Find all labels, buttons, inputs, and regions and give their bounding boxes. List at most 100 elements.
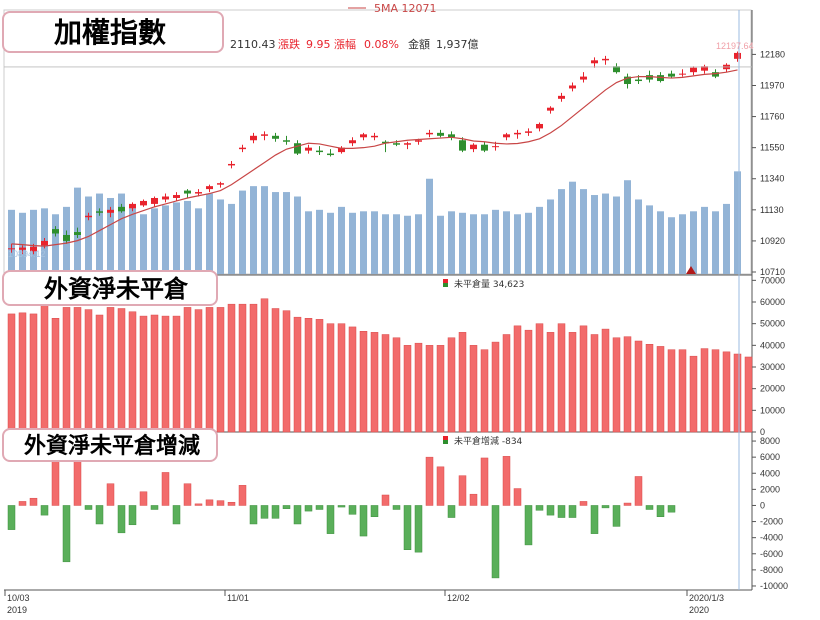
change-bar-positive xyxy=(480,457,489,506)
candle xyxy=(569,82,576,92)
candle xyxy=(679,69,686,77)
candle-body xyxy=(360,134,367,138)
candle-body xyxy=(679,73,686,75)
change-bar-negative xyxy=(249,505,258,525)
volume-bar xyxy=(184,200,191,274)
candle xyxy=(272,132,279,142)
change-bar-negative xyxy=(84,505,93,510)
change-bar-positive xyxy=(106,483,115,506)
change-bar-negative xyxy=(326,505,335,534)
volume-bar xyxy=(294,196,301,274)
main-panel-title: 加權指數 xyxy=(2,11,224,53)
change-bar-negative xyxy=(601,505,610,509)
change-bar-positive xyxy=(623,502,632,506)
oi-y-tick-label: 10000 xyxy=(760,405,785,415)
oi-bar xyxy=(623,336,632,433)
chg-legend-label: 未平倉增減 -834 xyxy=(454,435,523,447)
volume-bar xyxy=(558,189,565,274)
candle-body xyxy=(701,66,708,71)
oi-legend-icon xyxy=(443,279,448,283)
oi-bars xyxy=(7,298,753,433)
candle xyxy=(349,137,356,147)
info-amount-value: 1,937億 xyxy=(436,38,479,51)
volume-bar xyxy=(327,212,334,274)
change-bar-positive xyxy=(29,497,38,506)
x-tick-label: 2020/1/3 xyxy=(689,593,724,603)
change-bar-positive xyxy=(513,488,522,506)
candle xyxy=(723,63,730,73)
oi-bar xyxy=(227,303,236,433)
main-y-tick-label: 12180 xyxy=(760,49,785,59)
main-y-tick-label: 11130 xyxy=(760,205,784,215)
oi-y-tick-label: 20000 xyxy=(760,384,785,394)
oi-bar xyxy=(359,331,368,433)
oi-y-tick-label: 0 xyxy=(760,427,765,437)
candle xyxy=(360,132,367,141)
candle-body xyxy=(580,76,587,80)
oi-bar xyxy=(271,308,280,433)
candle-body xyxy=(195,192,202,194)
change-bar-positive xyxy=(458,475,467,506)
candle xyxy=(184,189,191,198)
info-change-label: 漲跌 xyxy=(278,37,300,51)
candle-body xyxy=(162,196,169,200)
volume-bar xyxy=(8,209,15,274)
candle-body xyxy=(41,240,48,246)
oi-bar xyxy=(7,313,16,433)
volume-bar xyxy=(624,180,631,274)
change-bar-positive xyxy=(579,501,588,506)
oi-bar xyxy=(744,356,753,433)
oi-bar xyxy=(194,309,203,433)
candle xyxy=(19,245,26,255)
candle-body xyxy=(228,163,235,166)
candle-body xyxy=(734,52,741,59)
candle xyxy=(239,144,246,153)
change-bar-negative xyxy=(370,505,379,517)
candle xyxy=(228,160,235,169)
chg-y-tick-label: 8000 xyxy=(760,436,780,446)
oi-bar xyxy=(293,316,302,433)
candle xyxy=(690,66,697,76)
volume-bar xyxy=(734,171,741,274)
candle-body xyxy=(305,147,312,151)
change-bar-positive xyxy=(183,483,192,506)
candle xyxy=(283,135,290,145)
main-y-tick-label: 11970 xyxy=(760,80,784,90)
oi-bar xyxy=(18,312,27,433)
info-pct-value: 0.08% xyxy=(364,38,399,51)
main-y-tick-label: 11760 xyxy=(760,112,784,122)
candle-body xyxy=(118,206,125,212)
candle-body xyxy=(415,140,422,142)
change-bar-negative xyxy=(403,505,412,550)
chg-y-tick-label: -4000 xyxy=(760,533,783,543)
candle xyxy=(624,73,631,89)
oi-bar xyxy=(733,353,742,433)
candle-body xyxy=(349,140,356,144)
chg-y-tick-label: -6000 xyxy=(760,549,783,559)
candle-body xyxy=(250,135,257,141)
volume-bar xyxy=(514,214,521,274)
event-triangle-icon xyxy=(686,266,696,274)
oi-bar xyxy=(40,302,49,433)
candle-body xyxy=(492,146,499,148)
volume-bar xyxy=(371,211,378,274)
candle xyxy=(327,149,334,157)
oi-bar xyxy=(117,308,126,433)
candle-body xyxy=(536,123,543,129)
volume-bar xyxy=(690,211,697,274)
oi-bar xyxy=(139,315,148,433)
volume-bar xyxy=(503,211,510,274)
candle xyxy=(580,72,587,83)
x-axis-ticks: 10/03 2019 11/01 12/02 2020/1/3 2020 xyxy=(4,590,724,615)
oi-bar xyxy=(51,318,60,433)
oi-bar xyxy=(304,318,313,433)
oi-legend-icon-2 xyxy=(443,283,448,287)
candle-body xyxy=(624,76,631,85)
candle xyxy=(63,230,70,244)
volume-bar xyxy=(481,214,488,274)
volume-bar xyxy=(30,209,37,274)
candle xyxy=(338,146,345,154)
oi-bar xyxy=(568,332,577,433)
volume-bar xyxy=(173,202,180,274)
